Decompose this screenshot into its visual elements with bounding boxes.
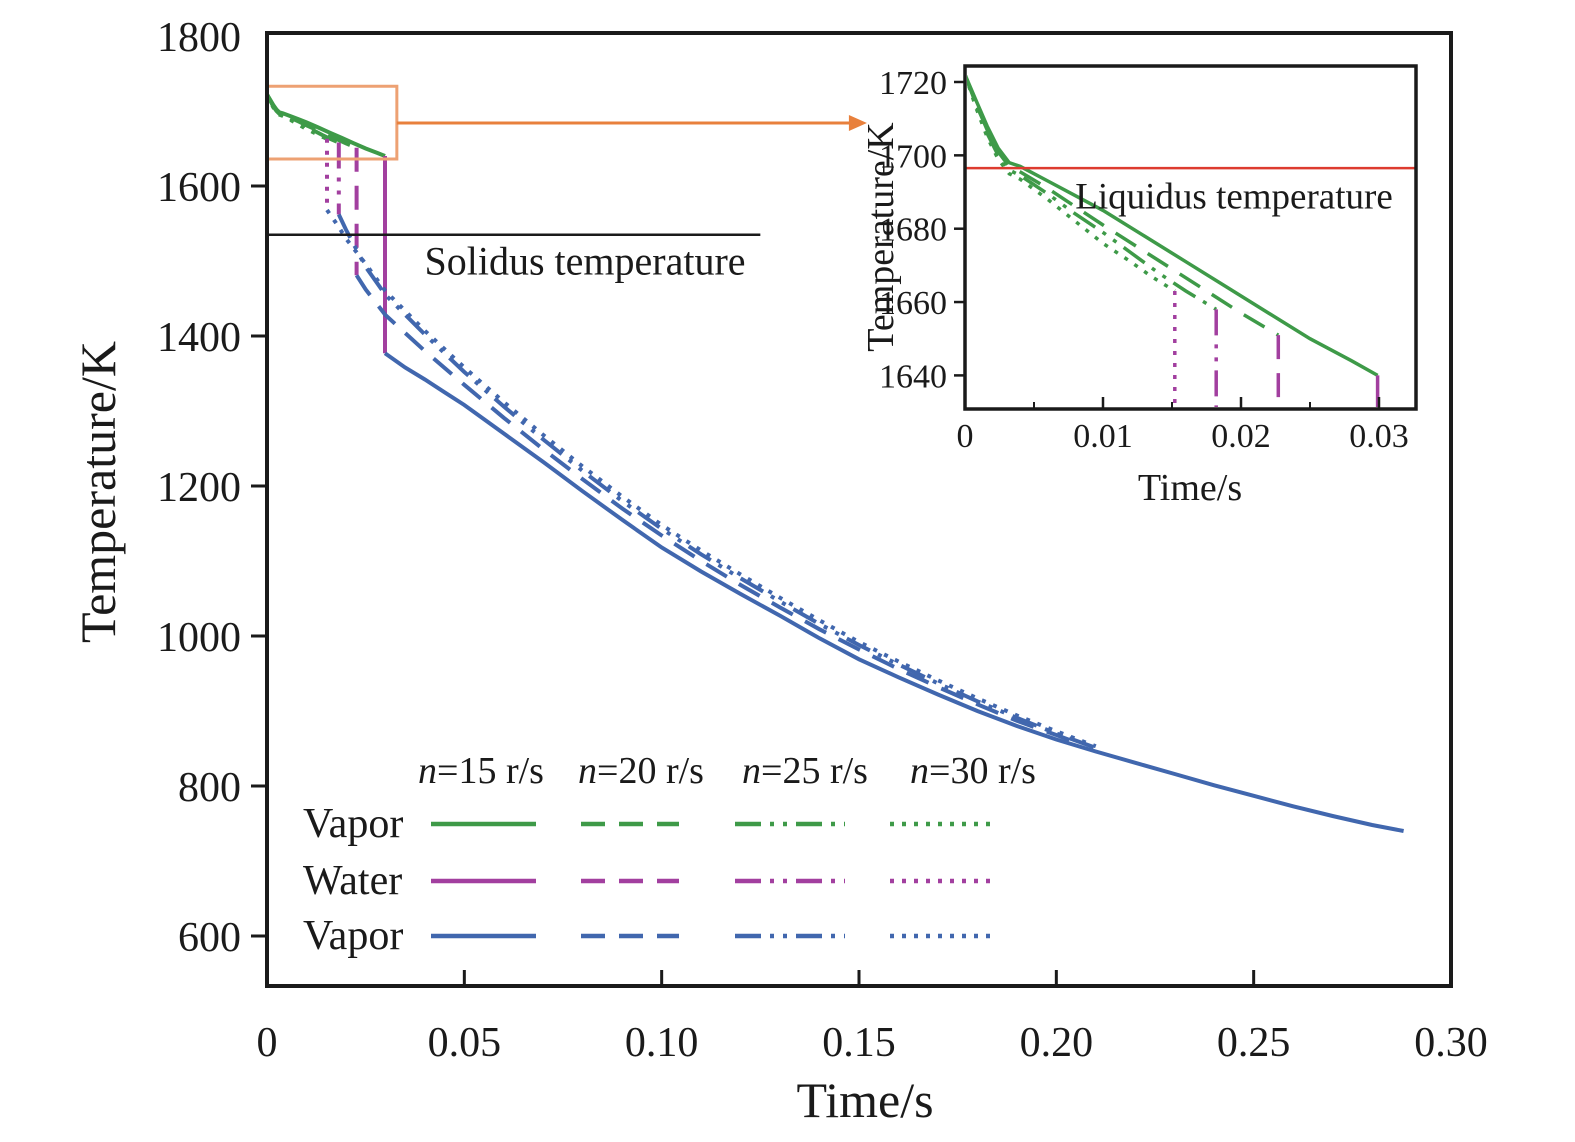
series-vapor-hot-n15: [967, 74, 1379, 377]
legend-header-n20-var: n: [578, 750, 598, 792]
legend-header-n30-var: n: [910, 750, 930, 792]
series-vapor-hot-n15: [269, 93, 386, 158]
main-y-axis-title: Temperature/K: [70, 341, 126, 643]
series-vapor-cold-n25: [1216, 662, 1575, 1142]
series-vapor-cold-n25: [336, 213, 1097, 750]
legend-header-n25-var: n: [742, 750, 762, 792]
series-vapor-cold-n20: [354, 274, 1077, 745]
zoom-region-box: [265, 84, 399, 161]
liquidus-temperature-label: Liquidus temperature: [1075, 176, 1393, 218]
main-x-axis-title: Time/s: [796, 1072, 934, 1128]
series-vapor-hot-n30: [269, 94, 328, 141]
legend-row-vapor-cold: Vapor: [303, 913, 404, 959]
inset-plot-frame: [963, 64, 1418, 411]
main-series-group: [269, 93, 1404, 833]
main-x-tick-label: 0.30: [1414, 1020, 1488, 1066]
main-x-tick-label: 0.10: [625, 1020, 699, 1066]
inset-x-tick-label-zero: 0: [957, 418, 974, 455]
legend-header-n30-rest: =30 r/s: [929, 750, 1036, 792]
main-y-tick-label: 1200: [157, 465, 241, 511]
legend-header-n25: n=25 r/s: [742, 749, 868, 793]
inset-y-tick-label: 1660: [879, 285, 947, 322]
legend-header-n20-rest: =20 r/s: [597, 750, 704, 792]
inset-y-axis-title: Temperature/K: [860, 122, 902, 352]
inset-y-tick-label: 1680: [879, 212, 947, 249]
inset-series-group: [967, 74, 1575, 1142]
main-x-tick-label: 0.05: [428, 1020, 502, 1066]
series-vapor-cold-n30: [1175, 640, 1575, 1142]
main-y-tick-label: 1600: [157, 165, 241, 211]
series-vapor-hot-n25: [269, 94, 340, 145]
main-x-tick-label: 0: [257, 1020, 278, 1066]
legend-row-vapor-hot: Vapor: [303, 801, 404, 847]
main-y-tick-label: 800: [178, 765, 241, 811]
inset-y-tick-label: 1640: [879, 358, 947, 395]
series-vapor-hot-n20: [967, 75, 1280, 337]
legend-header-n25-rest: =25 r/s: [761, 750, 868, 792]
inset-y-tick-label: 1720: [879, 65, 947, 102]
main-y-tick-label: 1400: [157, 315, 241, 361]
zoom-arrow-head-icon: [848, 115, 867, 131]
inset-x-tick-label: 0.02: [1211, 418, 1271, 455]
inset-x-tick-label: 0.03: [1349, 418, 1409, 455]
series-vapor-cold-n15: [383, 351, 1404, 833]
series-vapor-cold-n30: [325, 208, 1097, 749]
series-vapor-hot-n30: [967, 75, 1176, 293]
legend-header-n15-var: n: [418, 750, 438, 792]
legend-header-n30: n=30 r/s: [910, 749, 1036, 793]
main-x-tick-label: 0.20: [1020, 1020, 1094, 1066]
legend-header-n15: n=15 r/s: [418, 749, 544, 793]
main-y-tick-label: 1800: [157, 15, 241, 61]
inset-x-axis-title: Time/s: [1137, 467, 1243, 509]
inset-y-tick-label: 1700: [879, 138, 947, 175]
main-x-tick-label: 0.25: [1217, 1020, 1291, 1066]
solidus-temperature-label: Solidus temperature: [424, 238, 746, 284]
main-x-tick-label: 0.15: [822, 1020, 896, 1066]
legend-row-water: Water: [303, 858, 403, 904]
inset-x-tick-label: 0.01: [1073, 418, 1133, 455]
main-y-tick-label: 600: [178, 915, 241, 961]
legend-header-n15-rest: =15 r/s: [437, 750, 544, 792]
legend-header-n20: n=20 r/s: [578, 749, 704, 793]
main-y-tick-label: 1000: [157, 615, 241, 661]
